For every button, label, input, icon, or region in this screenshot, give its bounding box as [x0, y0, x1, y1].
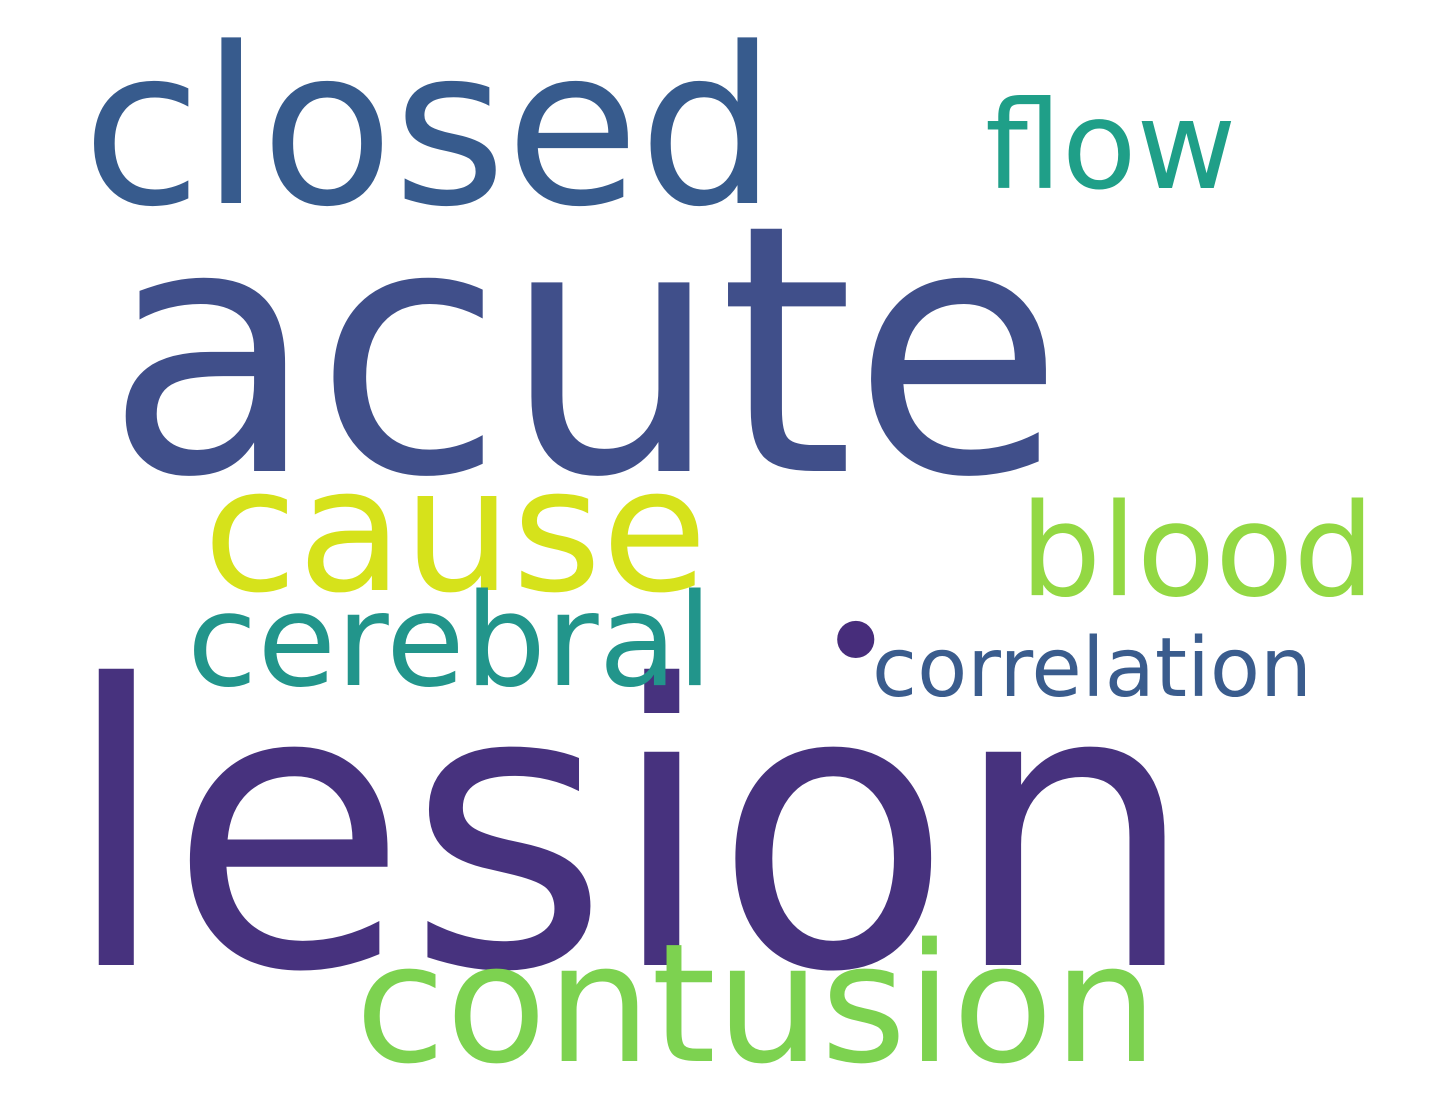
word-acute: acute	[105, 152, 1064, 553]
word-contusion: contusion	[355, 908, 1158, 1100]
word-lesion: lesion	[62, 603, 1198, 1057]
word-cerebral: cerebral	[187, 567, 713, 716]
word-blood: blood	[1020, 477, 1375, 626]
word-flow: flow	[985, 75, 1237, 217]
word-closed: closed	[82, 2, 777, 255]
word-cause: cause	[203, 430, 708, 631]
word-correlation: correlation	[872, 621, 1312, 716]
word-dot: •	[818, 569, 894, 718]
